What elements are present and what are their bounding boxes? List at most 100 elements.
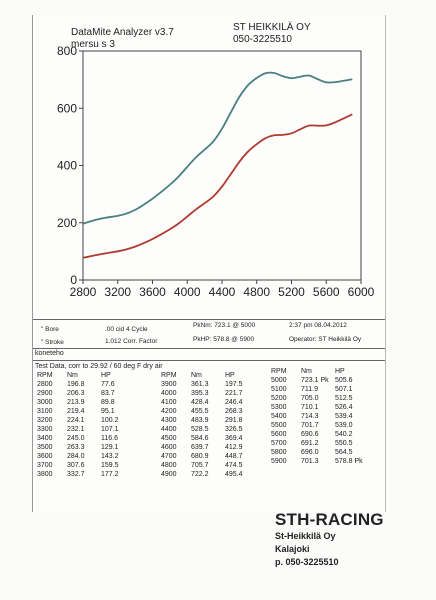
table-cell: 564.5 xyxy=(335,449,353,456)
table-cell: 722.2 xyxy=(191,471,209,478)
app-name: DataMite Analyzer v3.7 xyxy=(71,27,174,38)
table-cell: 116.6 xyxy=(101,435,118,442)
table-cell: 177.2 xyxy=(101,471,119,478)
y-tick-label: 800 xyxy=(57,44,77,58)
table-cell: 206.3 xyxy=(67,390,85,397)
column-header: Nm xyxy=(67,372,78,379)
stamp-line-2: Kalajoki xyxy=(275,544,310,554)
engine-cid: .00 cid 4 Cycle xyxy=(105,326,148,333)
table-row: 5300 710.1 526.4 xyxy=(271,403,383,412)
test-data-table: Test Data, corr to 29.92 / 60 deg F dry … xyxy=(33,362,385,512)
column-header: HP xyxy=(225,372,235,379)
table-row: 3900 361.3 197.5 xyxy=(161,380,271,389)
table-cell: 326.5 xyxy=(225,426,243,433)
table-cell: 526.4 xyxy=(335,404,353,411)
plot-frame xyxy=(82,50,362,281)
table-cell: 4300 xyxy=(161,417,177,424)
table-cell: 245.0 xyxy=(67,435,85,442)
table-cell: 395.3 xyxy=(191,390,209,397)
table-cell: 483.9 xyxy=(191,417,209,424)
table-cell: 3000 xyxy=(37,399,53,406)
table-cell: 3200 xyxy=(37,417,53,424)
stamp-line-1: St-Heikkilä Oy xyxy=(275,531,336,541)
table-cell: 512.5 xyxy=(335,395,353,402)
table-cell: 95.1 xyxy=(101,408,115,415)
table-cell: 213.9 xyxy=(67,399,85,406)
x-tick-label: 5600 xyxy=(313,285,340,299)
peak-power: PkHP: 578.8 @ 5900 xyxy=(193,336,255,343)
table-cell: 83.7 xyxy=(101,390,115,397)
table-cell: 3400 xyxy=(37,435,53,442)
table-cell: 2900 xyxy=(37,390,53,397)
table-header: RPM Nm HP xyxy=(271,367,383,376)
table-cell: 232.1 xyxy=(67,426,85,433)
table-cell: 3300 xyxy=(37,426,53,433)
x-tick-label: 3600 xyxy=(139,285,166,299)
table-row: 5200 705.0 512.5 xyxy=(271,394,383,403)
table-cell: 5900 xyxy=(271,458,287,465)
table-column: RPM Nm HP 5000 723.1 Pk 505.6 5100 711.9 507.1 52… xyxy=(271,367,383,466)
table-cell: 584.6 xyxy=(191,435,209,442)
table-cell: 680.9 xyxy=(191,453,209,460)
table-header: RPM Nm HP xyxy=(37,371,147,380)
table-cell: 528.5 xyxy=(191,426,209,433)
table-cell: 4500 xyxy=(161,435,177,442)
table-cell: 3500 xyxy=(37,444,53,451)
table-cell: 3100 xyxy=(37,408,53,415)
table-cell: 540.2 xyxy=(335,431,353,438)
table-header: RPM Nm HP xyxy=(161,371,271,380)
column-header: RPM xyxy=(37,372,53,379)
x-tick-label: 3200 xyxy=(104,285,131,299)
column-header: HP xyxy=(335,368,345,375)
table-cell: 5000 xyxy=(271,377,287,384)
table-cell: 5300 xyxy=(271,404,287,411)
table-cell: 690.6 xyxy=(301,431,319,438)
table-row: 5700 691.2 550.5 xyxy=(271,439,383,448)
table-row: 3800 332.7 177.2 xyxy=(37,470,147,479)
table-cell: 412.9 xyxy=(225,444,243,451)
table-cell: 3900 xyxy=(161,381,177,388)
table-row: 4000 395.3 221.7 xyxy=(161,389,271,398)
table-row: 2800 196.8 77.6 xyxy=(37,380,147,389)
table-row: 4200 455.5 268.3 xyxy=(161,407,271,416)
table-cell: 550.5 xyxy=(335,440,353,447)
table-row: 4700 680.9 448.7 xyxy=(161,452,271,461)
x-tick-label: 6000 xyxy=(348,285,375,299)
table-row: 5500 701.7 539.0 xyxy=(271,421,383,430)
table-cell: 291.8 xyxy=(225,417,243,424)
correction-factor: 1.012 Corr. Factor xyxy=(105,338,158,345)
y-tick-label: 200 xyxy=(57,216,77,230)
table-cell: 539.0 xyxy=(335,422,353,429)
company-phone: 050-3225510 xyxy=(233,34,292,45)
run-time: 2:37 pm 08.04.2012 xyxy=(289,322,347,329)
table-cell: 495.4 xyxy=(225,471,243,478)
table-row: 4100 428.4 246.4 xyxy=(161,398,271,407)
table-cell: 723.1 Pk xyxy=(301,377,329,384)
column-header: Nm xyxy=(191,372,202,379)
note-line: konetehо xyxy=(33,349,385,361)
table-row: 4600 639.7 412.9 xyxy=(161,443,271,452)
brand-name: STH-RACING xyxy=(275,510,384,529)
table-cell: 107.1 xyxy=(101,426,119,433)
column-header: HP xyxy=(101,372,111,379)
table-row: 4400 528.5 326.5 xyxy=(161,425,271,434)
table-row: 4800 705.7 474.5 xyxy=(161,461,271,470)
table-row: 3600 284.0 143.2 xyxy=(37,452,147,461)
table-cell: 5800 xyxy=(271,449,287,456)
column-header: Nm xyxy=(301,368,312,375)
operator: Operator: ST Heikkilä Oy xyxy=(289,336,362,343)
table-cell: 4000 xyxy=(161,390,177,397)
column-header: RPM xyxy=(271,368,287,375)
table-cell: 3700 xyxy=(37,462,53,469)
table-cell: 197.5 xyxy=(225,381,243,388)
column-header: RPM xyxy=(161,372,177,379)
x-tick-label: 4800 xyxy=(243,285,270,299)
run-info: " Bore " Stroke .00 cid 4 Cycle 1.012 Co… xyxy=(33,319,385,349)
table-cell: 284.0 xyxy=(67,453,85,460)
torque-line xyxy=(82,71,353,225)
table-row: 5100 711.9 507.1 xyxy=(271,385,383,394)
table-row: 2900 206.3 83.7 xyxy=(37,389,147,398)
x-tick-label: 4400 xyxy=(209,285,236,299)
table-cell: 361.3 xyxy=(191,381,209,388)
table-cell: 219.4 xyxy=(67,408,85,415)
